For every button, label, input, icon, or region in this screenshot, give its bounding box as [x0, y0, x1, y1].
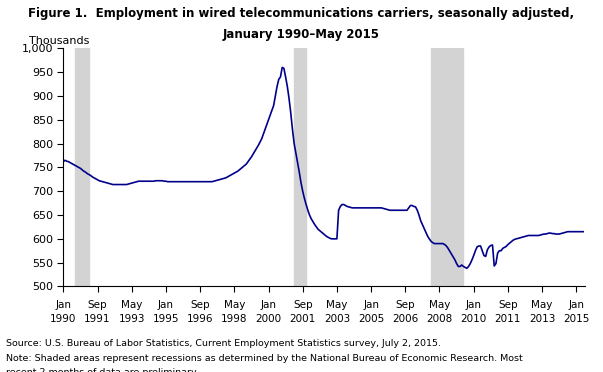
Text: January 1990–May 2015: January 1990–May 2015: [223, 28, 380, 41]
Text: Sep: Sep: [498, 299, 518, 310]
Text: 2001: 2001: [289, 314, 316, 324]
Text: May: May: [531, 299, 553, 310]
Text: recent 2 months of data are preliminary.: recent 2 months of data are preliminary.: [6, 368, 198, 372]
Text: Source: U.S. Bureau of Labor Statistics, Current Employment Statistics survey, J: Source: U.S. Bureau of Labor Statistics,…: [6, 339, 441, 347]
Text: Figure 1.  Employment in wired telecommunications carriers, seasonally adjusted,: Figure 1. Employment in wired telecommun…: [28, 7, 575, 20]
Text: 2013: 2013: [529, 314, 555, 324]
Text: 1993: 1993: [118, 314, 145, 324]
Text: 1996: 1996: [187, 314, 213, 324]
Text: Jan: Jan: [55, 299, 71, 310]
Text: 1995: 1995: [153, 314, 179, 324]
Text: 1998: 1998: [221, 314, 248, 324]
Text: Jan: Jan: [158, 299, 174, 310]
Text: 2015: 2015: [563, 314, 590, 324]
Text: May: May: [326, 299, 347, 310]
Text: 2010: 2010: [461, 314, 487, 324]
Text: 2008: 2008: [426, 314, 453, 324]
Text: Jan: Jan: [466, 299, 482, 310]
Text: 1991: 1991: [84, 314, 111, 324]
Bar: [294, 48, 306, 286]
Text: Jan: Jan: [363, 299, 379, 310]
Text: Sep: Sep: [396, 299, 415, 310]
Text: Thousands: Thousands: [30, 36, 90, 46]
Text: Sep: Sep: [191, 299, 210, 310]
Text: 2005: 2005: [358, 314, 384, 324]
Text: Note: Shaded areas represent recessions as determined by the National Bureau of : Note: Shaded areas represent recessions …: [6, 354, 523, 363]
Text: 2011: 2011: [494, 314, 521, 324]
Text: Jan: Jan: [260, 299, 277, 310]
Text: Sep: Sep: [293, 299, 312, 310]
Text: May: May: [224, 299, 245, 310]
Text: 2000: 2000: [256, 314, 282, 324]
Bar: [431, 48, 464, 286]
Text: May: May: [121, 299, 142, 310]
Text: 2006: 2006: [392, 314, 418, 324]
Text: Jan: Jan: [568, 299, 584, 310]
Text: Sep: Sep: [87, 299, 107, 310]
Text: May: May: [429, 299, 450, 310]
Text: 1990: 1990: [50, 314, 77, 324]
Bar: [75, 48, 89, 286]
Text: 2003: 2003: [324, 314, 350, 324]
